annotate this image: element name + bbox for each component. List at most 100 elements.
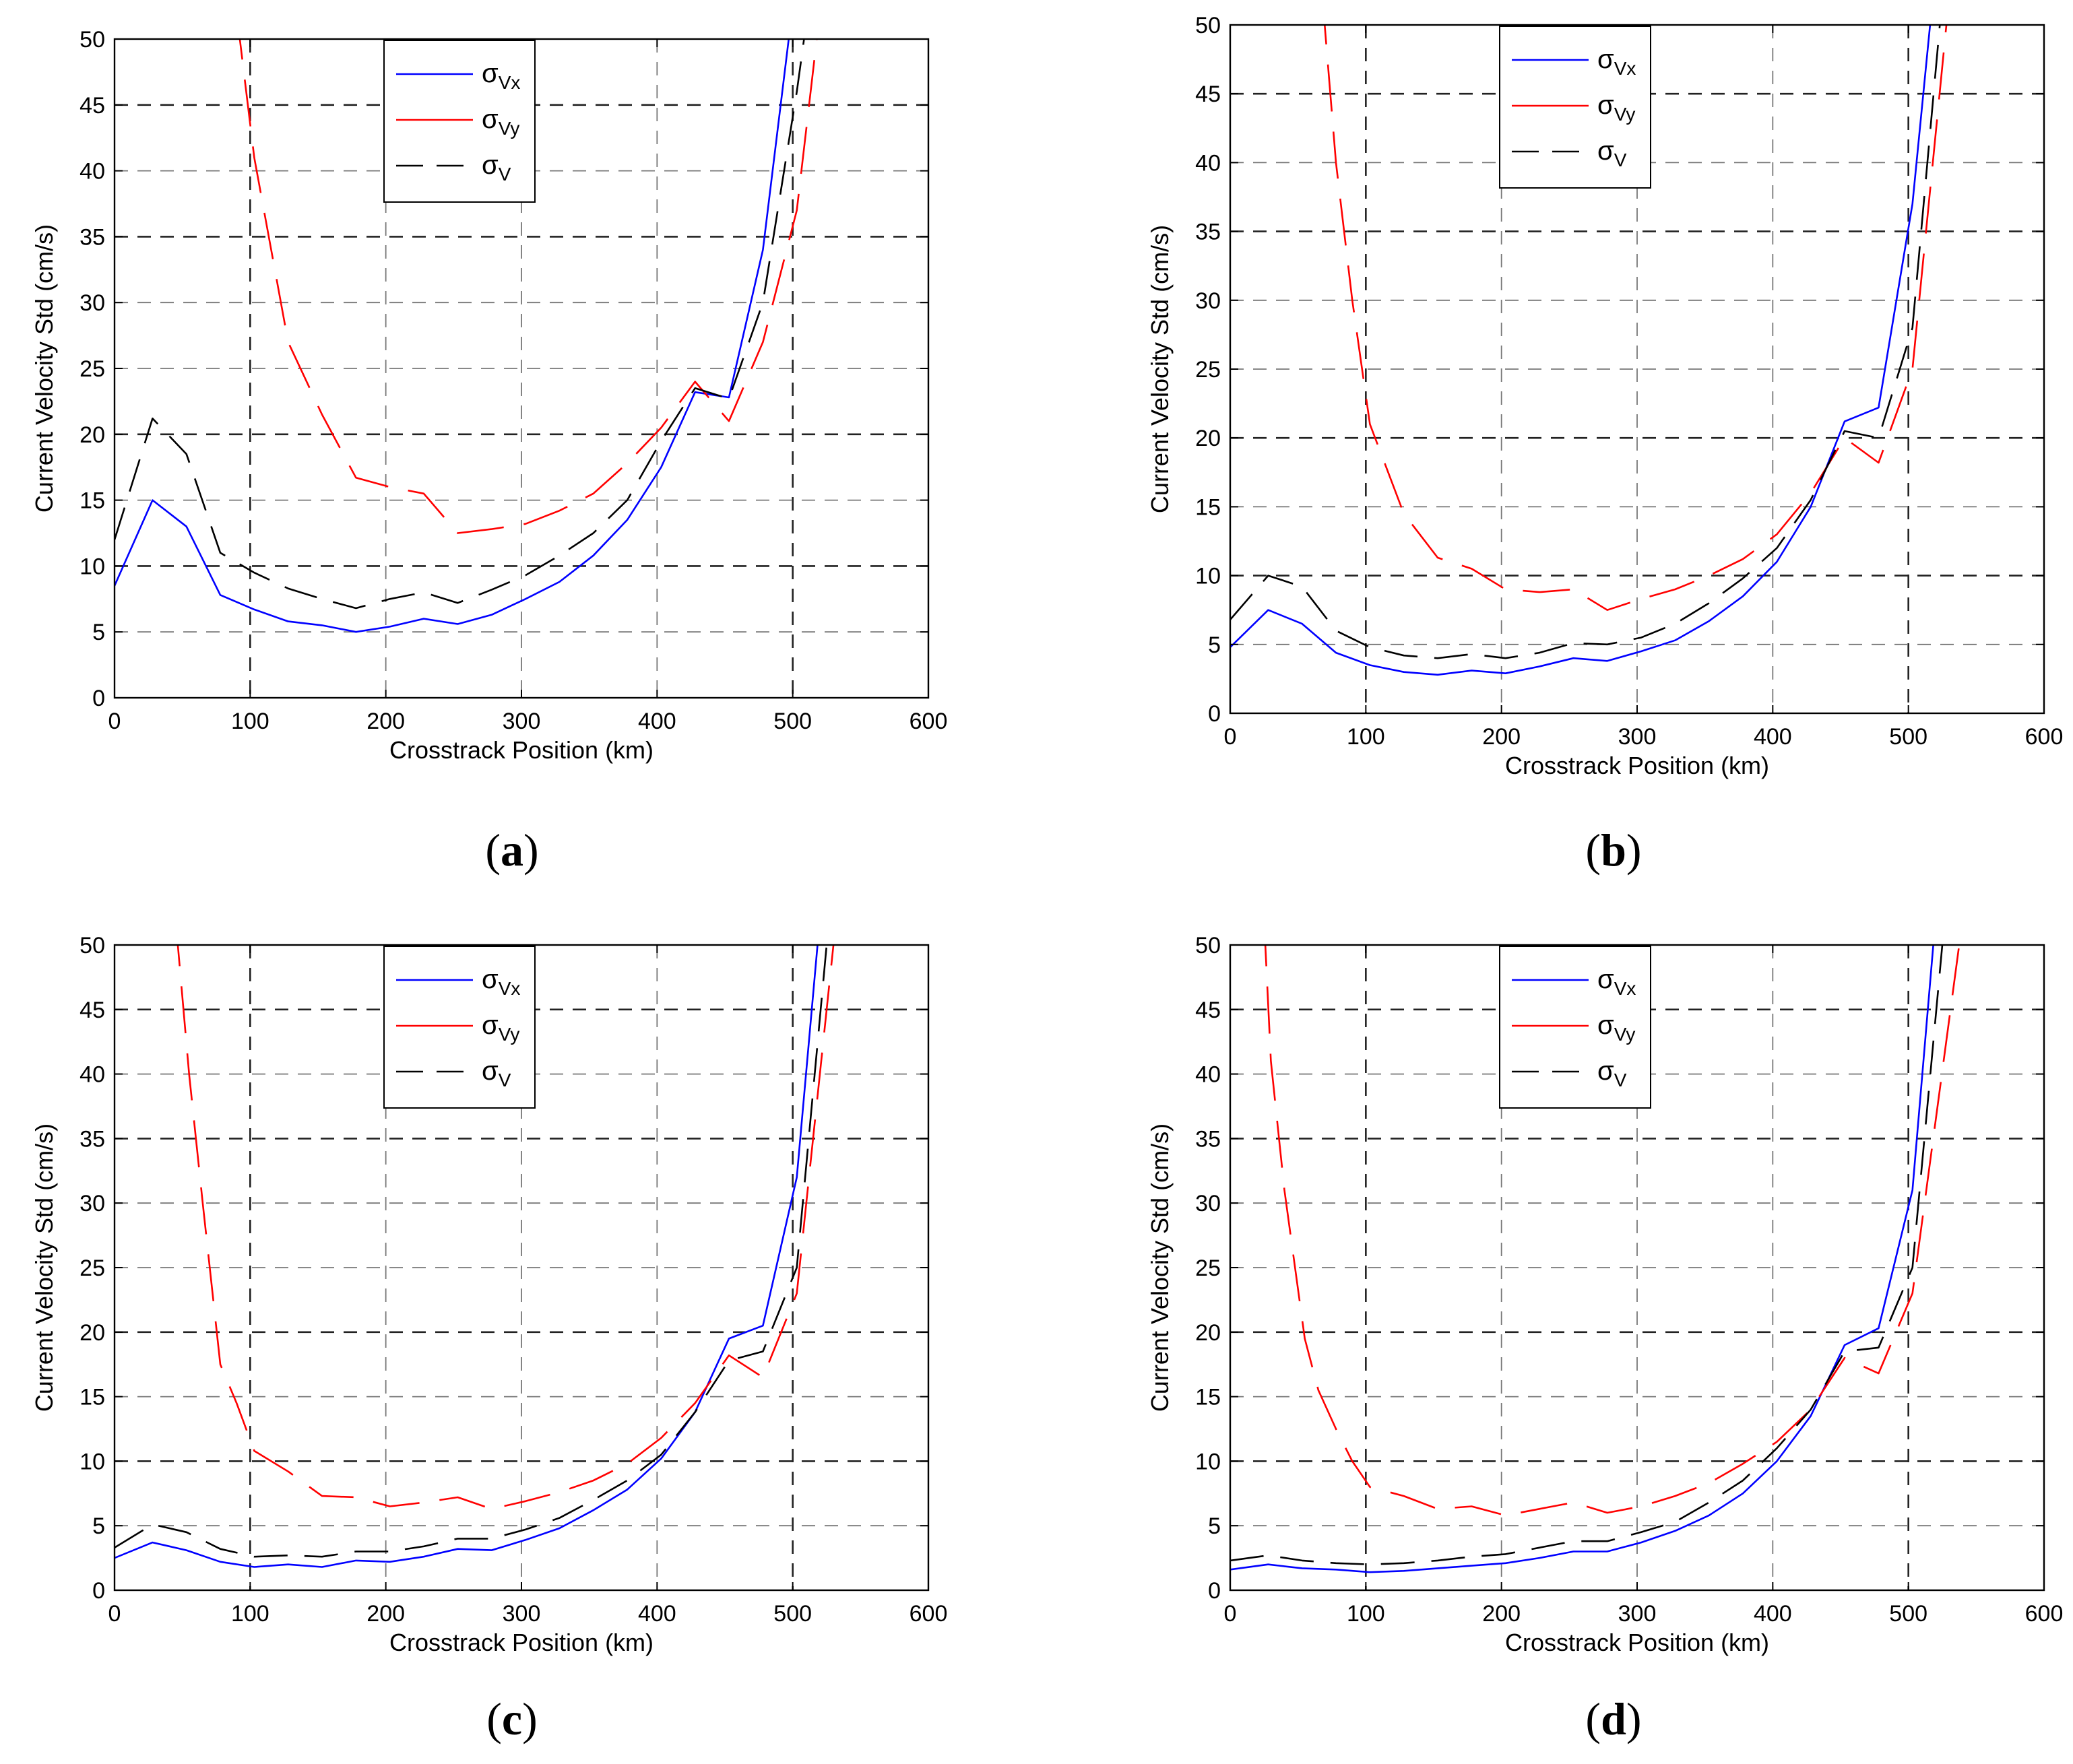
y-tick-label: 35 — [79, 1126, 105, 1152]
chart-panel-c: 0 100 200 300 400 500 600 0 5 10 15 20 25 30 35 40 45 50 C… — [30, 933, 948, 1744]
y-axis-label: Current Velocity Std (cm/s) — [30, 1123, 58, 1412]
y-tick-label: 50 — [1195, 933, 1221, 958]
x-tick-label: 600 — [2025, 724, 2064, 750]
x-tick-label: 0 — [108, 1601, 121, 1627]
y-tick-label: 35 — [1195, 1126, 1221, 1152]
y-tick-label: 10 — [1195, 564, 1221, 589]
series-line-v — [1230, 25, 1941, 659]
y-axis-label: Current Velocity Std (cm/s) — [1146, 1123, 1174, 1412]
y-tick-label: 10 — [79, 1449, 105, 1474]
y-tick-label: 25 — [79, 1255, 105, 1281]
x-tick-label: 500 — [773, 709, 812, 734]
legend-label-v: σV — [482, 150, 511, 185]
x-tick-label: 300 — [503, 1601, 541, 1627]
x-tick-label: 600 — [910, 709, 948, 734]
legend-label-v: σV — [1597, 136, 1627, 170]
panel-label-d: (d) — [1585, 1693, 1641, 1744]
series-line-v — [1230, 945, 1944, 1565]
y-tick-label: 25 — [1195, 1255, 1221, 1281]
y-tick-label: 30 — [1195, 288, 1221, 314]
y-tick-label: 20 — [1195, 1320, 1221, 1346]
x-tick-label: 600 — [910, 1601, 948, 1627]
x-tick-label: 300 — [503, 709, 541, 734]
y-tick-label: 50 — [79, 27, 105, 53]
y-tick-label: 5 — [92, 620, 105, 645]
y-tick-label: 0 — [92, 686, 105, 711]
legend-label-vy: σVy — [482, 1010, 519, 1045]
y-tick-label: 40 — [79, 1062, 105, 1088]
y-tick-label: 25 — [79, 356, 105, 382]
legend-label-v: σV — [1597, 1056, 1627, 1090]
legend-label-vx: σVx — [1597, 44, 1636, 79]
x-tick-label: 100 — [1347, 1601, 1385, 1627]
y-tick-label: 40 — [1195, 1062, 1221, 1088]
series-line-v — [115, 945, 828, 1558]
y-tick-label: 10 — [1195, 1449, 1221, 1474]
legend-label-vy: σVy — [482, 104, 519, 139]
y-tick-label: 30 — [79, 290, 105, 316]
y-tick-label: 45 — [1195, 81, 1221, 107]
legend-label-v: σV — [482, 1056, 511, 1090]
y-tick-label: 40 — [1195, 150, 1221, 176]
series-line-vy — [177, 945, 835, 1510]
series-line-vx — [115, 945, 819, 1568]
x-tick-label: 0 — [1224, 724, 1237, 750]
legend: σVx σVy σV — [1499, 26, 1651, 189]
x-axis-label: Crosstrack Position (km) — [389, 736, 653, 764]
x-tick-label: 400 — [638, 1601, 676, 1627]
y-axis-label: Current Velocity Std (cm/s) — [1146, 225, 1174, 513]
y-tick-label: 10 — [79, 554, 105, 579]
x-tick-label: 400 — [1754, 724, 1792, 750]
x-axis-label: Crosstrack Position (km) — [389, 1629, 653, 1656]
legend-box — [1499, 26, 1651, 189]
y-tick-label: 20 — [79, 422, 105, 448]
x-tick-label: 400 — [1754, 1601, 1792, 1627]
x-tick-label: 100 — [1347, 724, 1385, 750]
x-tick-label: 400 — [638, 709, 676, 734]
x-tick-label: 500 — [773, 1601, 812, 1627]
legend-label-vx: σVx — [482, 965, 520, 999]
legend-label-vx: σVx — [482, 59, 520, 93]
legend: σVx σVy σV — [383, 946, 536, 1109]
y-tick-label: 45 — [1195, 998, 1221, 1023]
legend: σVx σVy σV — [383, 40, 536, 203]
chart-panel-a: 0 100 200 300 400 500 600 0 5 10 15 20 25 30 35 40 45 50 C… — [30, 27, 948, 876]
chart-panel-d: 0 100 200 300 400 500 600 0 5 10 15 20 25 30 35 40 45 50 C… — [1146, 933, 2064, 1744]
x-tick-label: 200 — [366, 1601, 405, 1627]
legend-box — [383, 40, 536, 203]
series-line-vy — [1264, 945, 1960, 1517]
y-tick-label: 50 — [79, 933, 105, 958]
x-tick-label: 300 — [1618, 724, 1657, 750]
y-tick-label: 25 — [1195, 357, 1221, 383]
series-line-vy — [1323, 25, 1948, 612]
legend-box — [383, 946, 536, 1109]
series-line-v — [115, 39, 805, 610]
y-tick-label: 50 — [1195, 13, 1221, 38]
x-tick-label: 500 — [1889, 724, 1927, 750]
x-tick-label: 0 — [108, 709, 121, 734]
series-line-vx — [115, 39, 790, 633]
x-tick-label: 600 — [2025, 1601, 2064, 1627]
panel-label-b: (b) — [1585, 824, 1641, 876]
y-tick-label: 35 — [1195, 220, 1221, 245]
y-tick-label: 20 — [79, 1320, 105, 1346]
legend-label-vy: σVy — [1597, 90, 1635, 125]
y-tick-label: 15 — [79, 1385, 105, 1410]
x-tick-label: 200 — [1482, 1601, 1521, 1627]
legend-label-vy: σVy — [1597, 1010, 1635, 1045]
y-tick-label: 15 — [1195, 494, 1221, 520]
x-axis-label: Crosstrack Position (km) — [1505, 752, 1769, 779]
y-tick-label: 0 — [92, 1578, 105, 1604]
y-axis-label: Current Velocity Std (cm/s) — [30, 224, 58, 513]
panel-label-a: (a) — [485, 824, 538, 876]
y-tick-label: 30 — [1195, 1191, 1221, 1216]
y-tick-label: 15 — [1195, 1385, 1221, 1410]
y-tick-label: 30 — [79, 1191, 105, 1216]
legend: σVx σVy σV — [1499, 946, 1651, 1109]
chart-panel-b: 0 100 200 300 400 500 600 0 5 10 15 20 25 30 35 40 45 50 C… — [1146, 13, 2064, 876]
x-axis-label: Crosstrack Position (km) — [1505, 1629, 1769, 1656]
x-tick-label: 100 — [231, 1601, 269, 1627]
y-tick-label: 45 — [79, 998, 105, 1023]
x-tick-label: 500 — [1889, 1601, 1927, 1627]
